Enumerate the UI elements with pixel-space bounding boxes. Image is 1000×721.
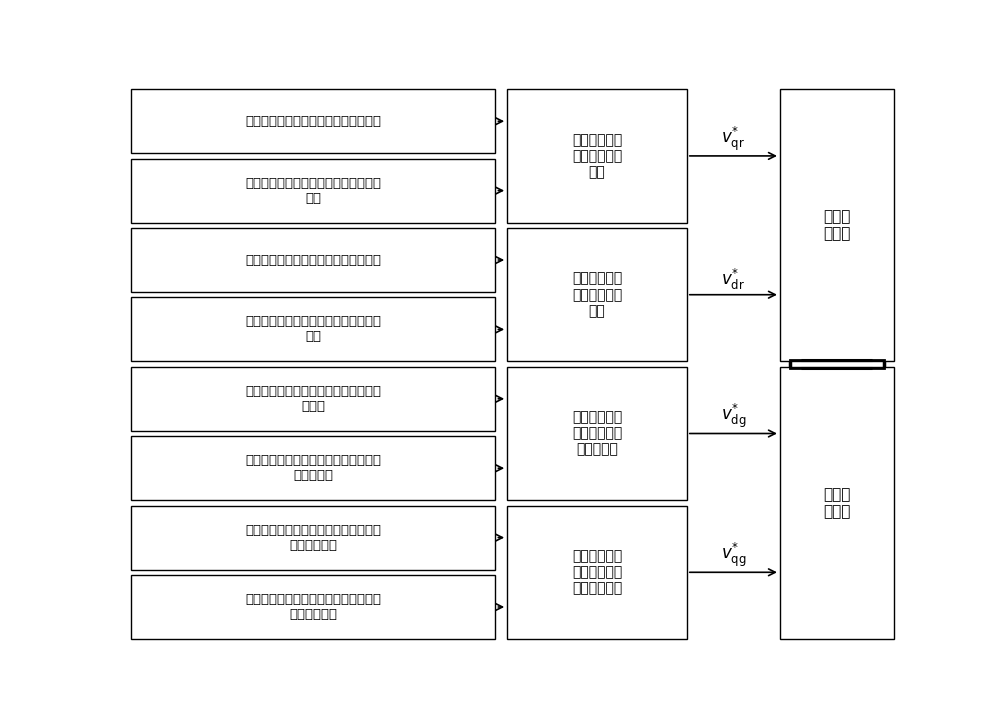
Bar: [131, 505, 495, 570]
Text: 基于传统矢量控制的换流器电容电压控
制回路: 基于传统矢量控制的换流器电容电压控 制回路: [245, 385, 381, 413]
Text: 基于传统矢量控制的转子转速控制回路: 基于传统矢量控制的转子转速控制回路: [245, 115, 381, 128]
Bar: [507, 505, 687, 639]
Bar: [131, 89, 495, 154]
Text: $v_{\mathrm{qr}}^{*}$: $v_{\mathrm{qr}}^{*}$: [721, 125, 745, 153]
Bar: [131, 228, 495, 292]
Text: $v_{\mathrm{dg}}^{*}$: $v_{\mathrm{dg}}^{*}$: [721, 402, 746, 430]
Text: 电网侧
换流器: 电网侧 换流器: [823, 487, 851, 519]
Text: 转子转速控制
回路切换控制
单元: 转子转速控制 回路切换控制 单元: [572, 133, 622, 179]
Text: 转子侧
换流器: 转子侧 换流器: [823, 209, 851, 242]
Bar: [131, 159, 495, 223]
Text: 基于二阶逻辑开关控制的换流器电容电
压控制回路: 基于二阶逻辑开关控制的换流器电容电 压控制回路: [245, 454, 381, 482]
Text: 换流器电容电
压控制回路切
换控制单元: 换流器电容电 压控制回路切 换控制单元: [572, 410, 622, 456]
Bar: [131, 367, 495, 431]
Text: 基于二阶逻辑开关控制的转子转速控制
回路: 基于二阶逻辑开关控制的转子转速控制 回路: [245, 177, 381, 205]
Bar: [131, 575, 495, 639]
Text: 基于传统矢量控制的定子无功控制回路: 基于传统矢量控制的定子无功控制回路: [245, 254, 381, 267]
Bar: [507, 89, 687, 223]
Text: $v_{\mathrm{dr}}^{*}$: $v_{\mathrm{dr}}^{*}$: [721, 267, 745, 291]
Text: 基于传统矢量控制的电网侧换流器无功
功率控制回路: 基于传统矢量控制的电网侧换流器无功 功率控制回路: [245, 523, 381, 552]
Text: $v_{\mathrm{qg}}^{*}$: $v_{\mathrm{qg}}^{*}$: [721, 541, 746, 569]
Bar: [131, 297, 495, 361]
Bar: [507, 228, 687, 361]
Text: 电网侧换流器
无功控制回路
切换控制单元: 电网侧换流器 无功控制回路 切换控制单元: [572, 549, 622, 596]
Bar: [131, 436, 495, 500]
Text: 定子无功控制
回路切换控制
单元: 定子无功控制 回路切换控制 单元: [572, 272, 622, 318]
Bar: [780, 367, 894, 639]
Text: 基于一阶逻辑开关控制的定子无功控制
回路: 基于一阶逻辑开关控制的定子无功控制 回路: [245, 315, 381, 343]
Text: 基于一阶逻辑开关控制的电网侧换流器
无功控制回路: 基于一阶逻辑开关控制的电网侧换流器 无功控制回路: [245, 593, 381, 621]
Bar: [507, 367, 687, 500]
Bar: [780, 89, 894, 361]
